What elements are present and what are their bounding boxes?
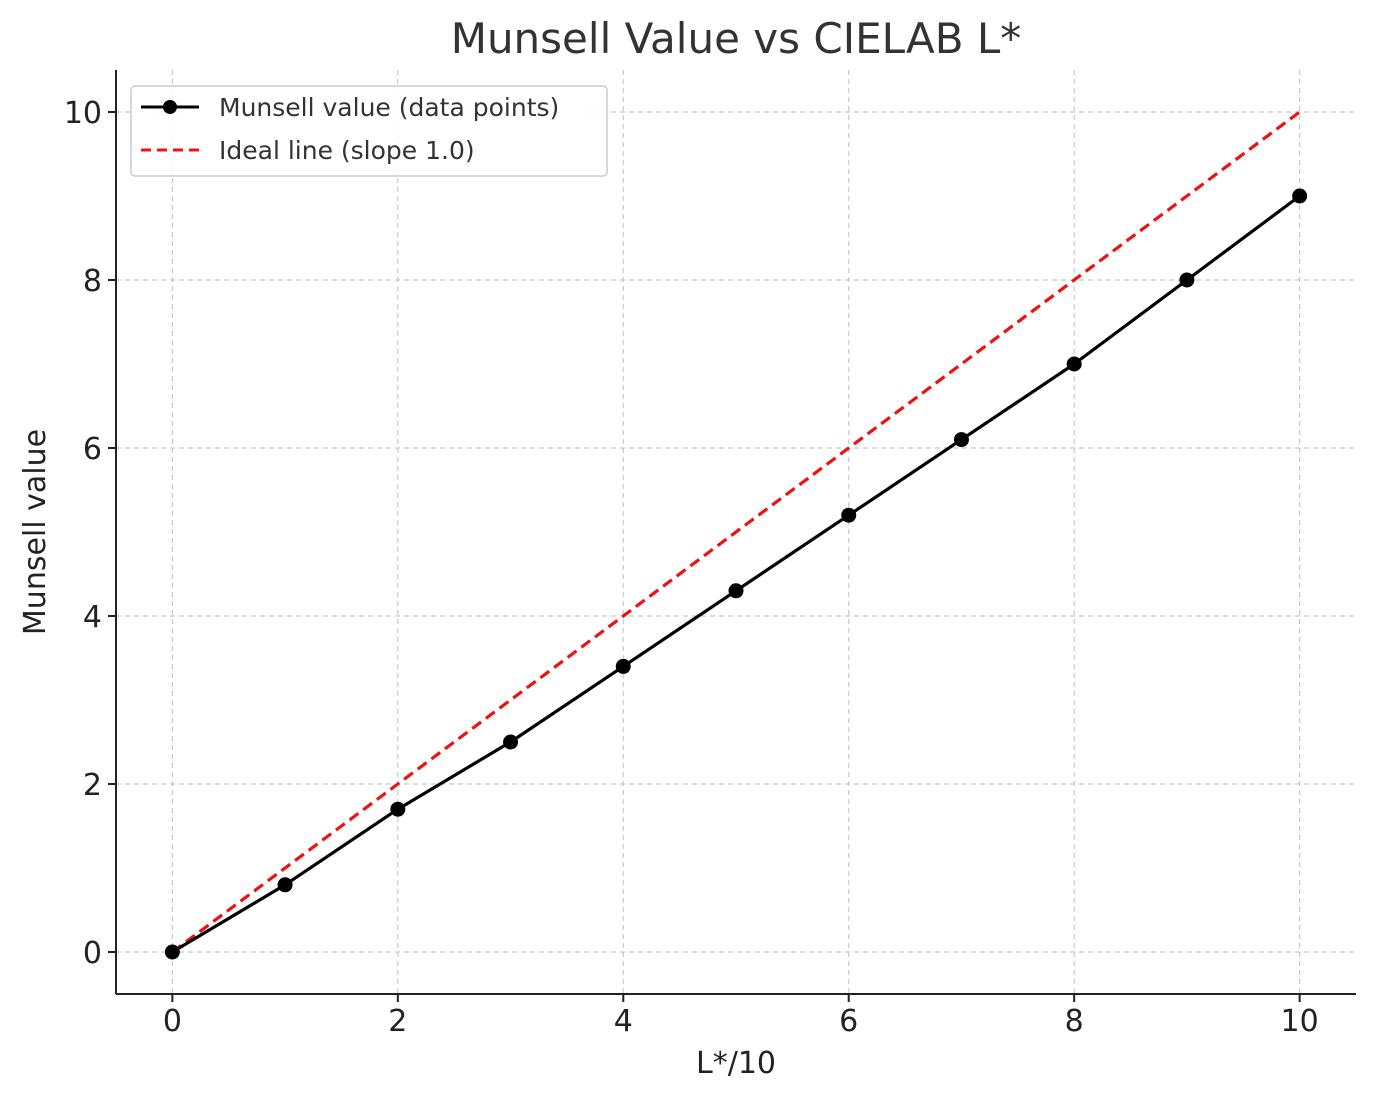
- y-tick-label: 6: [83, 432, 102, 467]
- data-point: [953, 432, 969, 448]
- y-tick-label: 8: [83, 264, 102, 299]
- legend-swatch-data-marker: [163, 100, 177, 114]
- legend-label-data-points: Munsell value (data points): [219, 93, 559, 122]
- data-point: [1066, 356, 1082, 372]
- data-point: [277, 877, 293, 893]
- x-tick-label: 10: [1281, 1004, 1319, 1039]
- axis-ticks: 0 2 4 6 8 10 0 2 4 6 8 10: [64, 96, 1319, 1039]
- plot-series: [164, 110, 1308, 960]
- series-munsell-line: [171, 194, 1301, 954]
- y-tick-label: 2: [83, 768, 102, 803]
- y-tick-label: 0: [83, 936, 102, 971]
- x-tick-label: 8: [1065, 1004, 1084, 1039]
- data-point: [615, 658, 631, 674]
- x-tick-label: 2: [388, 1004, 407, 1039]
- x-tick-label: 4: [614, 1004, 633, 1039]
- legend-box: [130, 85, 608, 177]
- data-point: [390, 801, 406, 817]
- legend: Munsell value (data points) Ideal line (…: [130, 85, 608, 177]
- series-ideal-line: [171, 110, 1301, 954]
- data-point: [503, 734, 519, 750]
- data-point: [1292, 188, 1308, 204]
- x-axis-label: L*/10: [696, 1046, 776, 1081]
- legend-label-ideal-line: Ideal line (slope 1.0): [219, 136, 475, 165]
- grid-lines: [116, 70, 1356, 994]
- data-point: [728, 583, 744, 599]
- x-tick-label: 0: [163, 1004, 182, 1039]
- data-point: [841, 507, 857, 523]
- y-tick-label: 10: [64, 96, 102, 131]
- x-tick-label: 6: [839, 1004, 858, 1039]
- y-tick-label: 4: [83, 600, 102, 635]
- data-point: [1179, 272, 1195, 288]
- chart-title: Munsell Value vs CIELAB L*: [451, 14, 1022, 63]
- y-axis-label: Munsell value: [18, 429, 53, 635]
- data-point: [164, 944, 180, 960]
